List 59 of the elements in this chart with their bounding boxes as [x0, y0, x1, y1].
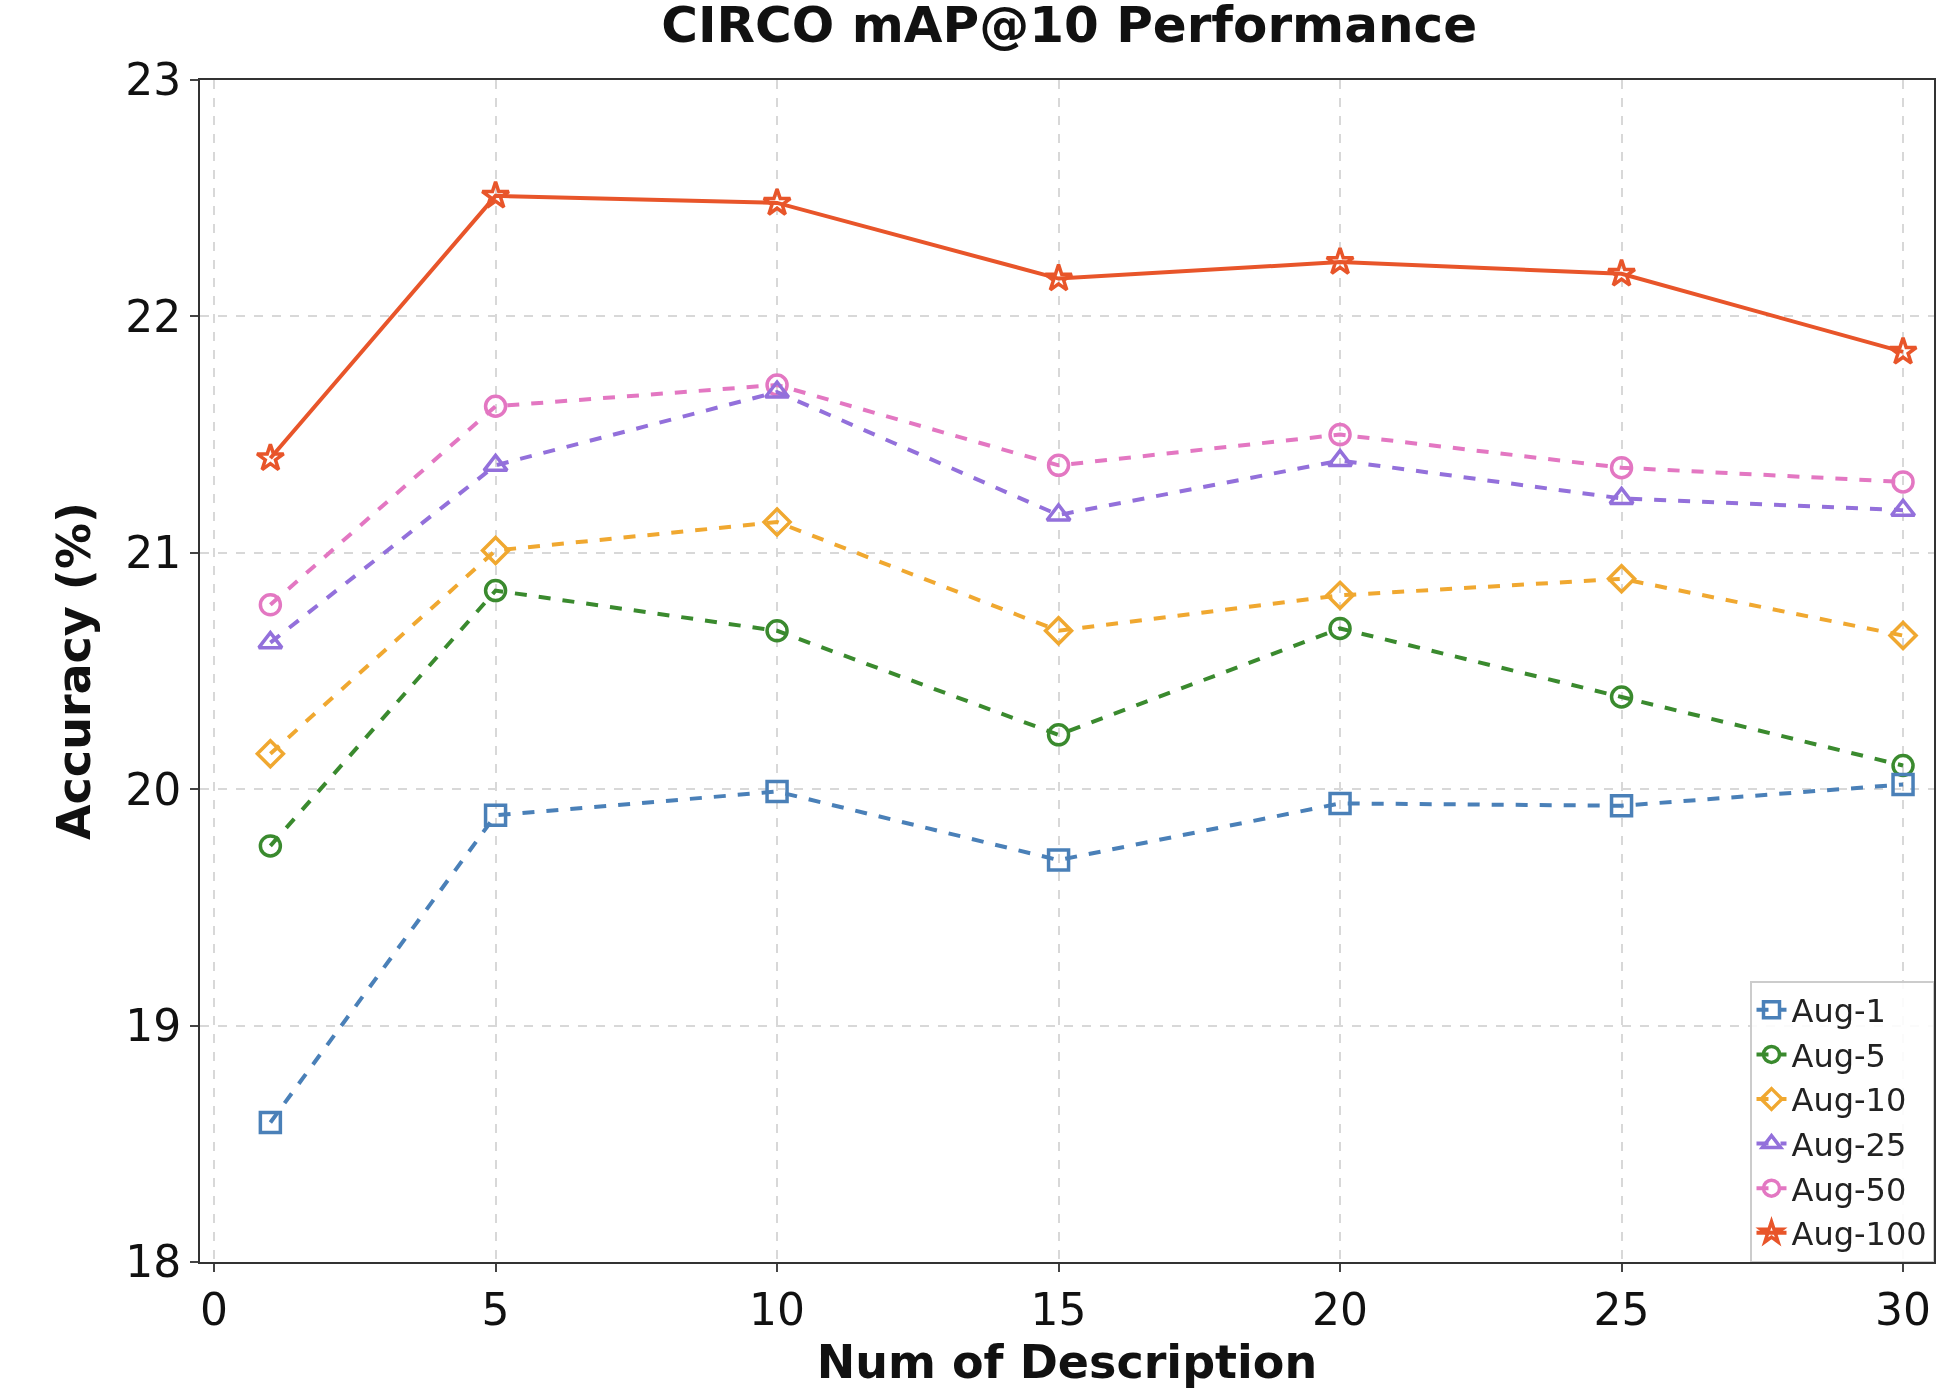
y-tick-label: 22 — [125, 290, 182, 342]
legend-label: Aug-10 — [1791, 1081, 1907, 1120]
legend-label: Aug-50 — [1791, 1170, 1907, 1209]
y-axis-title: Accuracy (%) — [47, 501, 102, 841]
point — [1043, 262, 1074, 292]
point — [1609, 794, 1634, 818]
x-axis-title: Num of Description — [816, 1334, 1318, 1389]
point — [1891, 470, 1915, 494]
y-tick-label: 21 — [125, 527, 182, 579]
legend-label: Aug-5 — [1791, 1036, 1886, 1075]
chart-title: CIRCO mAP@10 Performance — [661, 0, 1478, 54]
point — [1043, 616, 1074, 646]
legend-label: Aug-100 — [1791, 1215, 1927, 1254]
point — [1888, 620, 1918, 651]
point — [258, 834, 283, 858]
point — [1891, 772, 1915, 797]
point — [258, 1110, 283, 1135]
x-tick-label: 5 — [481, 1283, 510, 1335]
point — [1046, 723, 1071, 747]
legend-label: Aug-25 — [1791, 1126, 1907, 1165]
x-tick-label: 25 — [1593, 1283, 1650, 1335]
point — [258, 593, 283, 617]
point — [1326, 448, 1354, 468]
point — [1608, 486, 1635, 506]
point — [762, 507, 792, 537]
point — [1606, 564, 1637, 594]
y-tick-label: 20 — [125, 763, 182, 815]
point — [255, 442, 286, 472]
point — [480, 180, 511, 209]
point — [483, 394, 508, 418]
point — [1328, 616, 1352, 641]
point — [765, 779, 789, 804]
y-tick-label: 18 — [125, 1236, 182, 1288]
x-tick-label: 30 — [1875, 1283, 1932, 1335]
y-tick-label: 19 — [125, 1000, 182, 1051]
point — [1606, 258, 1637, 287]
point — [1887, 336, 1919, 365]
point — [480, 535, 511, 566]
point — [1324, 246, 1356, 276]
point — [255, 738, 286, 769]
point — [762, 187, 793, 217]
point — [1046, 848, 1071, 872]
point — [1609, 685, 1634, 709]
x-tick-label: 10 — [749, 1283, 806, 1335]
point — [483, 578, 508, 603]
legend-label: Aug-1 — [1791, 992, 1886, 1031]
point — [765, 619, 789, 643]
x-tick-label: 0 — [200, 1283, 229, 1335]
y-tick-label: 23 — [125, 54, 182, 106]
point — [1325, 580, 1355, 611]
point — [1609, 455, 1634, 480]
point — [1328, 422, 1352, 447]
point — [482, 453, 509, 473]
point — [1046, 453, 1071, 478]
point — [1328, 791, 1352, 816]
point — [483, 803, 508, 827]
x-tick-label: 15 — [1030, 1283, 1087, 1335]
x-tick-label: 20 — [1312, 1283, 1369, 1335]
point — [1045, 503, 1072, 522]
